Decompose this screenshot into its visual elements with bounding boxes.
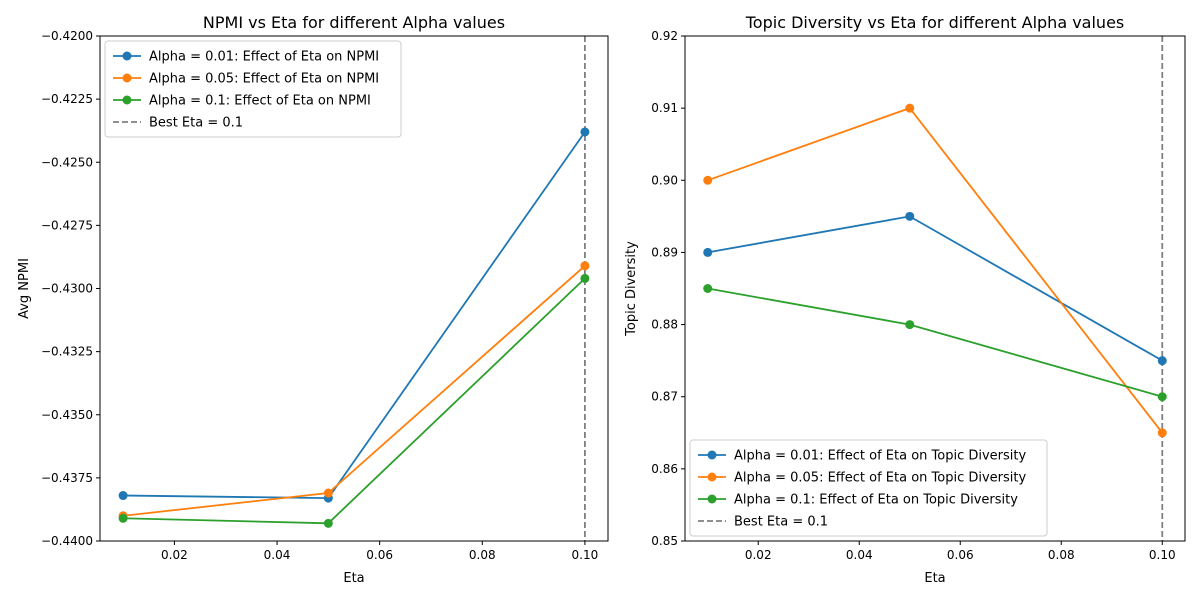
y-tick-label: −0.4400 (41, 534, 93, 548)
legend-marker (707, 472, 717, 482)
y-tick-label: −0.4300 (41, 282, 93, 296)
y-tick-label: 0.85 (651, 534, 678, 548)
series-line-2 (707, 287, 1163, 398)
x-tick-label: 0.10 (1149, 548, 1176, 562)
legend-label: Alpha = 0.01: Effect of Eta on Topic Div… (734, 449, 1026, 464)
legend-marker (122, 51, 132, 61)
y-tick-label: 0.86 (651, 462, 678, 476)
data-point (703, 284, 713, 293)
y-tick-label: −0.4275 (41, 218, 93, 232)
data-point (1157, 428, 1167, 438)
legend: Alpha = 0.01: Effect of Eta on Topic Div… (689, 439, 1048, 537)
y-tick-label: 0.91 (651, 101, 678, 115)
x-tick-label: 0.08 (469, 548, 496, 562)
x-tick-label: 0.02 (161, 548, 188, 562)
data-point (580, 127, 590, 137)
series-line-0 (123, 131, 586, 500)
npmi-chart: NPMI vs Eta for different Alpha values 0.… (17, 13, 609, 586)
y-axis-label: Avg NPMI (17, 258, 32, 319)
y-tick-label: −0.4250 (41, 155, 93, 169)
axes-frame (684, 35, 1186, 542)
data-point (118, 513, 128, 523)
x-tick-label: 0.06 (947, 548, 974, 562)
legend-label: Alpha = 0.01: Effect of Eta on NPMI (149, 50, 379, 65)
y-tick-label: 0.92 (651, 29, 678, 43)
data-point (323, 518, 333, 528)
legend-marker (122, 95, 132, 105)
x-axis-label: Eta (924, 571, 945, 586)
data-point (703, 247, 713, 257)
legend-label: Alpha = 0.1: Effect of Eta on NPMI (149, 94, 371, 109)
y-tick-label: 0.88 (651, 318, 678, 332)
x-tick-label: 0.04 (846, 548, 873, 562)
x-tick-label: 0.02 (745, 548, 772, 562)
axes-frame (99, 35, 609, 542)
series-line-1 (123, 265, 586, 517)
y-tick-label: −0.4350 (41, 408, 93, 422)
legend: Alpha = 0.01: Effect of Eta on NPMI Alpha… (104, 40, 402, 138)
data-point (905, 320, 915, 330)
series-line-0 (707, 215, 1163, 362)
x-tick-label: 0.08 (1048, 548, 1075, 562)
x-tick-label: 0.06 (366, 548, 393, 562)
legend-label: Alpha = 0.05: Effect of Eta on Topic Div… (734, 471, 1026, 486)
legend-label-best-eta: Best Eta = 0.1 (149, 116, 243, 131)
x-tick-label: 0.10 (572, 548, 599, 562)
legend-marker (707, 450, 717, 460)
legend-label: Alpha = 0.05: Effect of Eta on NPMI (149, 72, 379, 87)
x-tick-label: 0.04 (264, 548, 291, 562)
legend-marker (707, 494, 717, 504)
data-point (580, 273, 590, 283)
data-point (905, 211, 915, 221)
chart-title: Topic Diversity vs Eta for different Alp… (745, 13, 1125, 32)
x-axis-label: Eta (343, 571, 364, 586)
topic-diversity-chart: Topic Diversity vs Eta for different Alp… (624, 13, 1186, 586)
series-line-1 (707, 107, 1164, 434)
series-line-2 (123, 277, 586, 525)
chart-title: NPMI vs Eta for different Alpha values (203, 13, 505, 32)
y-tick-label: −0.4375 (41, 471, 93, 485)
y-tick-label: −0.4325 (41, 345, 93, 359)
data-point (905, 103, 915, 113)
y-axis-label: Topic Diversity (624, 241, 639, 337)
data-point (580, 261, 590, 271)
legend-box (104, 40, 402, 138)
y-tick-label: −0.4200 (41, 29, 93, 43)
y-tick-label: −0.4225 (41, 92, 93, 106)
data-point (323, 488, 333, 498)
legend-box (689, 439, 1048, 537)
y-tick-label: 0.87 (651, 390, 678, 404)
legend-marker (122, 73, 132, 83)
legend-label-best-eta: Best Eta = 0.1 (734, 515, 828, 530)
data-point (703, 175, 713, 185)
data-point (1157, 356, 1167, 366)
y-tick-label: 0.89 (651, 245, 678, 259)
data-point (1157, 392, 1167, 402)
data-point (118, 491, 128, 501)
legend-label: Alpha = 0.1: Effect of Eta on Topic Dive… (734, 493, 1018, 508)
y-tick-label: 0.90 (651, 173, 678, 187)
